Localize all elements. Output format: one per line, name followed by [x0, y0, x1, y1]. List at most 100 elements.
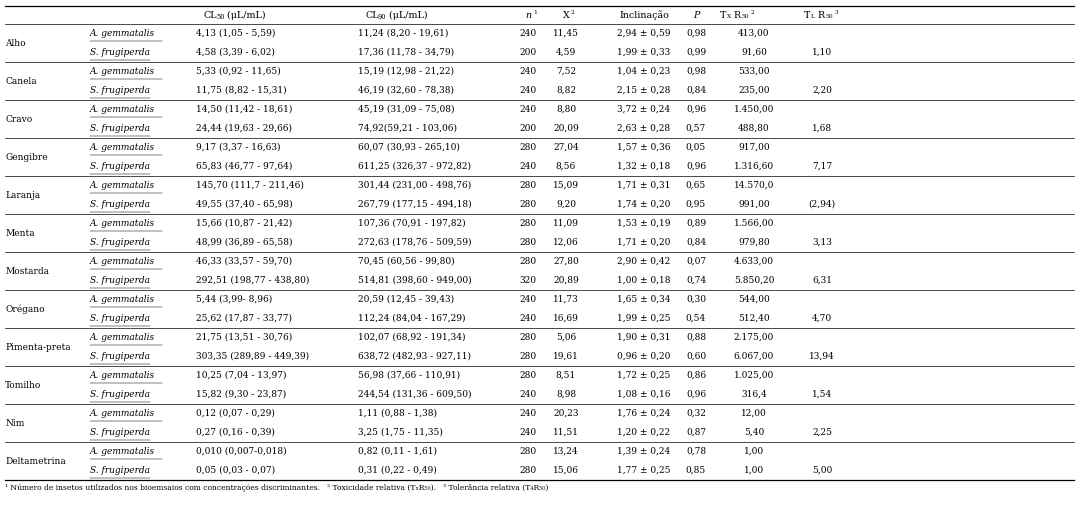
Text: 12,06: 12,06 [553, 238, 579, 247]
Text: 19,61: 19,61 [553, 352, 579, 361]
Text: 1,71 ± 0,20: 1,71 ± 0,20 [618, 238, 671, 247]
Text: 4,70: 4,70 [812, 314, 832, 323]
Text: 5,44 (3,99- 8,96): 5,44 (3,99- 8,96) [196, 295, 273, 304]
Text: 0,60: 0,60 [686, 352, 707, 361]
Text: Mostarda: Mostarda [5, 266, 49, 276]
Text: 8,98: 8,98 [556, 390, 576, 399]
Text: 979,80: 979,80 [738, 238, 769, 247]
Text: S. frugiperda: S. frugiperda [90, 466, 150, 475]
Text: 1,71 ± 0,31: 1,71 ± 0,31 [618, 181, 671, 190]
Text: 5,06: 5,06 [556, 333, 576, 342]
Text: 2.175,00: 2.175,00 [734, 333, 774, 342]
Text: 10,25 (7,04 - 13,97): 10,25 (7,04 - 13,97) [196, 371, 287, 380]
Text: 240: 240 [519, 390, 537, 399]
Text: S. frugiperda: S. frugiperda [90, 276, 150, 285]
Text: 3,13: 3,13 [813, 238, 832, 247]
Text: 240: 240 [519, 295, 537, 304]
Text: 15,66 (10,87 - 21,42): 15,66 (10,87 - 21,42) [196, 219, 292, 228]
Text: 2: 2 [751, 9, 755, 14]
Text: (μL/mL): (μL/mL) [224, 10, 265, 20]
Text: 11,24 (8,20 - 19,61): 11,24 (8,20 - 19,61) [358, 29, 448, 38]
Text: 1,99 ± 0,25: 1,99 ± 0,25 [617, 314, 671, 323]
Text: 0,010 (0,007-0,018): 0,010 (0,007-0,018) [196, 447, 287, 456]
Text: 15,82 (9,30 - 23,87): 15,82 (9,30 - 23,87) [196, 390, 287, 399]
Text: 74,92(59,21 - 103,06): 74,92(59,21 - 103,06) [358, 124, 457, 133]
Text: 272,63 (178,76 - 509,59): 272,63 (178,76 - 509,59) [358, 238, 472, 247]
Text: A. gemmatalis: A. gemmatalis [90, 447, 155, 456]
Text: 1,39 ± 0,24: 1,39 ± 0,24 [618, 447, 671, 456]
Text: 240: 240 [519, 409, 537, 418]
Text: 280: 280 [519, 371, 537, 380]
Text: 4,58 (3,39 - 6,02): 4,58 (3,39 - 6,02) [196, 48, 275, 57]
Text: 316,4: 316,4 [741, 390, 767, 399]
Text: T: T [804, 10, 810, 20]
Text: Alho: Alho [5, 39, 26, 47]
Text: 46,19 (32,60 - 78,38): 46,19 (32,60 - 78,38) [358, 86, 454, 95]
Text: 488,80: 488,80 [738, 124, 769, 133]
Text: 46,33 (33,57 - 59,70): 46,33 (33,57 - 59,70) [196, 257, 292, 266]
Text: 8,80: 8,80 [556, 105, 576, 114]
Text: n: n [525, 10, 531, 20]
Text: 7,17: 7,17 [812, 162, 832, 171]
Text: 3,72 ± 0,24: 3,72 ± 0,24 [618, 105, 671, 114]
Text: 0,12 (0,07 - 0,29): 0,12 (0,07 - 0,29) [196, 409, 275, 418]
Text: 2,63 ± 0,28: 2,63 ± 0,28 [618, 124, 671, 133]
Text: 240: 240 [519, 86, 537, 95]
Text: 13,94: 13,94 [809, 352, 835, 361]
Text: (μL/mL): (μL/mL) [386, 10, 427, 20]
Text: 1,77 ± 0,25: 1,77 ± 0,25 [617, 466, 671, 475]
Text: 145,70 (111,7 - 211,46): 145,70 (111,7 - 211,46) [196, 181, 304, 190]
Text: L: L [812, 14, 815, 20]
Text: CL: CL [204, 10, 217, 20]
Text: 5,00: 5,00 [812, 466, 832, 475]
Text: 0,30: 0,30 [686, 295, 705, 304]
Text: 533,00: 533,00 [738, 67, 769, 76]
Text: 5,33 (0,92 - 11,65): 5,33 (0,92 - 11,65) [196, 67, 280, 76]
Text: 0,57: 0,57 [686, 124, 707, 133]
Text: 1,20 ± 0,22: 1,20 ± 0,22 [618, 428, 671, 437]
Text: A. gemmatalis: A. gemmatalis [90, 295, 155, 304]
Text: Tomilho: Tomilho [5, 380, 41, 390]
Text: 15,09: 15,09 [553, 181, 579, 190]
Text: 4.633,00: 4.633,00 [734, 257, 774, 266]
Text: 3: 3 [835, 9, 839, 14]
Text: X: X [563, 10, 569, 20]
Text: 200: 200 [519, 48, 537, 57]
Text: 27,80: 27,80 [553, 257, 579, 266]
Text: Canela: Canela [5, 76, 37, 86]
Text: 544,00: 544,00 [738, 295, 770, 304]
Text: 107,36 (70,91 - 197,82): 107,36 (70,91 - 197,82) [358, 219, 465, 228]
Text: 1.566,00: 1.566,00 [734, 219, 775, 228]
Text: S. frugiperda: S. frugiperda [90, 428, 150, 437]
Text: 0,54: 0,54 [686, 314, 707, 323]
Text: 0,32: 0,32 [686, 409, 705, 418]
Text: S. frugiperda: S. frugiperda [90, 124, 150, 133]
Text: S. frugiperda: S. frugiperda [90, 200, 150, 209]
Text: 60,07 (30,93 - 265,10): 60,07 (30,93 - 265,10) [358, 143, 460, 152]
Text: 5.850,20: 5.850,20 [734, 276, 775, 285]
Text: 1,11 (0,88 - 1,38): 1,11 (0,88 - 1,38) [358, 409, 437, 418]
Text: 240: 240 [519, 67, 537, 76]
Text: 413,00: 413,00 [738, 29, 769, 38]
Text: 65,83 (46,77 - 97,64): 65,83 (46,77 - 97,64) [196, 162, 292, 171]
Text: 3,25 (1,75 - 11,35): 3,25 (1,75 - 11,35) [358, 428, 443, 437]
Text: 280: 280 [519, 352, 537, 361]
Text: 235,00: 235,00 [738, 86, 769, 95]
Text: 11,73: 11,73 [553, 295, 579, 304]
Text: 280: 280 [519, 466, 537, 475]
Text: 280: 280 [519, 238, 537, 247]
Text: 292,51 (198,77 - 438,80): 292,51 (198,77 - 438,80) [196, 276, 309, 285]
Text: 280: 280 [519, 257, 537, 266]
Text: S. frugiperda: S. frugiperda [90, 48, 150, 57]
Text: 0,65: 0,65 [686, 181, 707, 190]
Text: 0,98: 0,98 [686, 29, 707, 38]
Text: 2,20: 2,20 [813, 86, 832, 95]
Text: 240: 240 [519, 29, 537, 38]
Text: 2,15 ± 0,28: 2,15 ± 0,28 [618, 86, 671, 95]
Text: A. gemmatalis: A. gemmatalis [90, 409, 155, 418]
Text: 12,00: 12,00 [741, 409, 767, 418]
Text: 1,57 ± 0,36: 1,57 ± 0,36 [617, 143, 671, 152]
Text: 2: 2 [571, 9, 575, 14]
Text: 1,32 ± 0,18: 1,32 ± 0,18 [618, 162, 671, 171]
Text: 244,54 (131,36 - 609,50): 244,54 (131,36 - 609,50) [358, 390, 472, 399]
